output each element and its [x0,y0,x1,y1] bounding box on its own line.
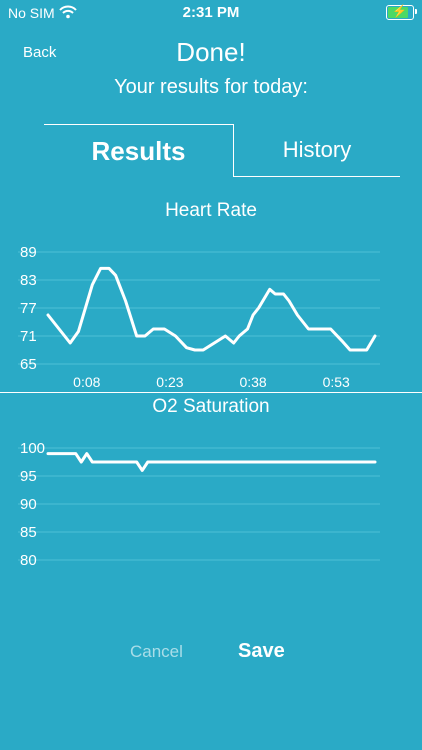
page-title: Done! [176,37,246,67]
o2-saturation-ytick-label: 85 [20,524,37,541]
status-time: 2:31 PM [182,4,240,21]
cancel-button[interactable]: Cancel [130,642,183,661]
heart-rate-xtick-label: 0:23 [156,374,183,390]
heart-rate-xtick-label: 0:38 [239,374,266,390]
carrier-label: No SIM [8,5,55,21]
heart-rate-ytick-label: 83 [20,272,37,289]
save-button[interactable]: Save [238,640,285,662]
back-button[interactable]: Back [23,44,57,61]
heart-rate-series-line [46,266,377,352]
o2-saturation-ytick-label: 80 [20,552,37,569]
o2-saturation-series-line [46,452,377,472]
tab-results[interactable]: Results [44,124,234,177]
wifi-icon [59,5,77,22]
o2-saturation-ytick-label: 100 [20,440,45,457]
status-bar: No SIM 2:31 PM ⚡ [0,0,422,26]
heart-rate-ytick-label: 89 [20,244,37,261]
heart-rate-ytick-label: 71 [20,328,37,345]
o2-saturation-ytick-label: 90 [20,496,37,513]
battery-charging-icon: ⚡ [386,4,417,20]
section-divider [0,392,422,393]
heart-rate-ytick-label: 65 [20,356,37,373]
heart-rate-ytick-label: 77 [20,300,37,317]
heart-rate-chart: 89 83 77 71 65 0:08 0:23 0:38 0:53 [18,244,380,390]
o2-saturation-chart: 100 95 90 85 80 [18,440,380,569]
heart-rate-xtick-label: 0:08 [73,374,100,390]
tab-history[interactable]: History [234,124,400,177]
o2-saturation-chart-title: O2 Saturation [152,396,270,417]
o2-saturation-ytick-label: 95 [20,468,37,485]
tab-bar: Results History [44,124,400,177]
heart-rate-xtick-label: 0:53 [323,374,350,390]
heart-rate-chart-title: Heart Rate [165,200,257,221]
page-subtitle: Your results for today: [114,76,308,98]
